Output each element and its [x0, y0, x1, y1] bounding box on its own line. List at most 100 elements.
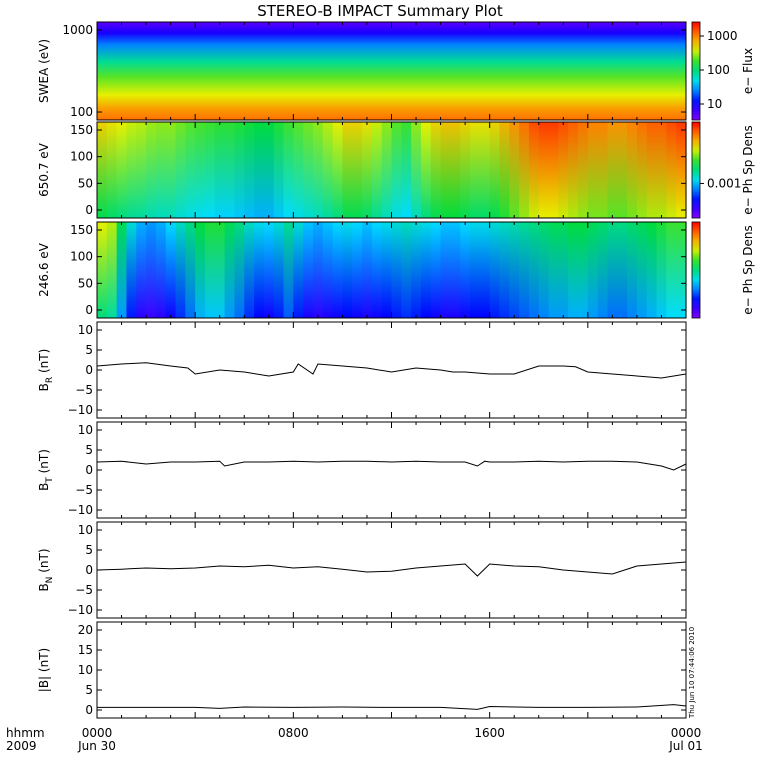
- heatmap-column: [312, 222, 324, 318]
- heatmap-column: [224, 122, 236, 218]
- heatmap-column: [175, 122, 186, 218]
- label-main: B: [37, 583, 51, 591]
- heatmap-column: [646, 222, 658, 318]
- heatmap-column: [578, 122, 589, 218]
- label-subscript: R: [45, 377, 55, 383]
- heatmap-column: [401, 222, 412, 318]
- heatmap-column: [97, 122, 108, 218]
- heatmap-column: [312, 122, 324, 218]
- heatmap-column: [519, 122, 530, 218]
- y-tick-label: 100: [70, 250, 93, 264]
- heatmap-column: [391, 122, 402, 218]
- y-tick-label: 5: [85, 683, 93, 697]
- colorbar-tick-label: 10: [707, 97, 722, 111]
- label-main: B: [37, 383, 51, 391]
- heatmap-column: [303, 222, 314, 318]
- heatmap-column: [342, 222, 353, 318]
- heatmap-column: [303, 122, 314, 218]
- heatmap-column: [195, 122, 206, 218]
- heatmap-column: [627, 222, 638, 318]
- heatmap-column: [362, 222, 373, 318]
- y-tick-label: 100: [70, 150, 93, 164]
- heatmap-column: [587, 222, 599, 318]
- heatmap-column: [263, 122, 275, 218]
- heatmap-column: [666, 222, 677, 318]
- panel-frame: [96, 421, 687, 519]
- heatmap-column: [362, 122, 373, 218]
- heatmap-column: [411, 122, 422, 218]
- heatmap-column: [165, 222, 177, 318]
- heatmap-column: [283, 122, 294, 218]
- heatmap-column: [263, 222, 275, 318]
- heatmap-column: [254, 122, 265, 218]
- y-tick-label: 0: [85, 563, 93, 577]
- x-tick-label: 0000: [82, 726, 113, 740]
- heatmap-column: [293, 222, 304, 318]
- heatmap-column: [450, 222, 461, 318]
- timestamp-note: Thu Jun 10 07:44:06 2010: [688, 627, 696, 719]
- heatmap-column: [116, 122, 128, 218]
- heatmap-column: [430, 222, 442, 318]
- y-tick-label: −5: [75, 383, 93, 397]
- panel-bmag: 20 15 10 5 0 |B| (nT): [37, 621, 687, 719]
- heatmap-column: [116, 222, 128, 318]
- heatmap-column: [558, 122, 569, 218]
- heatmap-column: [391, 222, 402, 318]
- x-tick-label: 1600: [474, 726, 505, 740]
- heatmap-column: [499, 122, 510, 218]
- heatmap-column: [146, 122, 157, 218]
- y-tick-label: −10: [68, 603, 93, 617]
- panel-br: 10 5 0 −5 −10 BR (nT): [37, 321, 687, 419]
- heatmap-column: [155, 122, 167, 218]
- footer: hhmm 2009: [6, 726, 45, 753]
- colorbar-tick-label: 100: [707, 63, 730, 77]
- series-line-bn: [96, 561, 687, 577]
- y-tick-label: 15: [78, 643, 93, 657]
- heatmap-column: [607, 222, 618, 318]
- heatmap-column: [332, 122, 344, 218]
- heatmap-column: [470, 222, 481, 318]
- heatmap-column: [126, 222, 137, 318]
- heatmap-column: [538, 122, 550, 218]
- heatmap-column: [597, 222, 609, 318]
- y-tick-label: 0: [85, 703, 93, 717]
- heatmap-column: [381, 222, 393, 318]
- heatmap-column: [97, 222, 108, 318]
- heatmap-column: [185, 222, 196, 318]
- colorbar-swea: [691, 21, 701, 121]
- heatmap-column: [411, 222, 422, 318]
- y-tick-label: 10: [78, 323, 93, 337]
- heatmap-column: [381, 122, 393, 218]
- series-line-bmag: [97, 704, 687, 710]
- heatmap-column: [234, 222, 245, 318]
- y-tick-label: 0: [85, 203, 93, 217]
- panel-bt: 10 5 0 −5 −10 BT (nT): [37, 421, 687, 519]
- colorbar-label: e− Flux: [741, 48, 755, 94]
- heatmap-column: [165, 122, 177, 218]
- y-tick-label: −10: [68, 503, 93, 517]
- y-tick-label: 5: [85, 443, 93, 457]
- colorbar-pad246: [691, 221, 701, 319]
- time-format-label: hhmm: [6, 726, 45, 740]
- heatmap-column: [470, 122, 481, 218]
- y-tick-label: 0: [85, 303, 93, 317]
- y-tick-label: 0: [85, 463, 93, 477]
- heatmap-column: [195, 222, 206, 318]
- heatmap-column: [146, 222, 157, 318]
- heatmap-column: [617, 122, 628, 218]
- heatmap-column: [499, 222, 510, 318]
- heatmap-column: [244, 222, 255, 318]
- heatmap-column: [214, 222, 226, 318]
- heatmap-column: [656, 222, 667, 318]
- panel-swea: 1000 100 SWEA (eV) 1000 100 10 e− Flux: [37, 21, 755, 121]
- y-tick-label: 150: [70, 123, 93, 137]
- heatmap-column: [322, 122, 334, 218]
- heatmap-column: [352, 122, 363, 218]
- x-tick-label: 0000: [671, 726, 702, 740]
- panel-frame: [96, 621, 687, 719]
- heatmap-column: [460, 122, 471, 218]
- y-tick-label: 5: [85, 343, 93, 357]
- heatmap-column: [597, 122, 609, 218]
